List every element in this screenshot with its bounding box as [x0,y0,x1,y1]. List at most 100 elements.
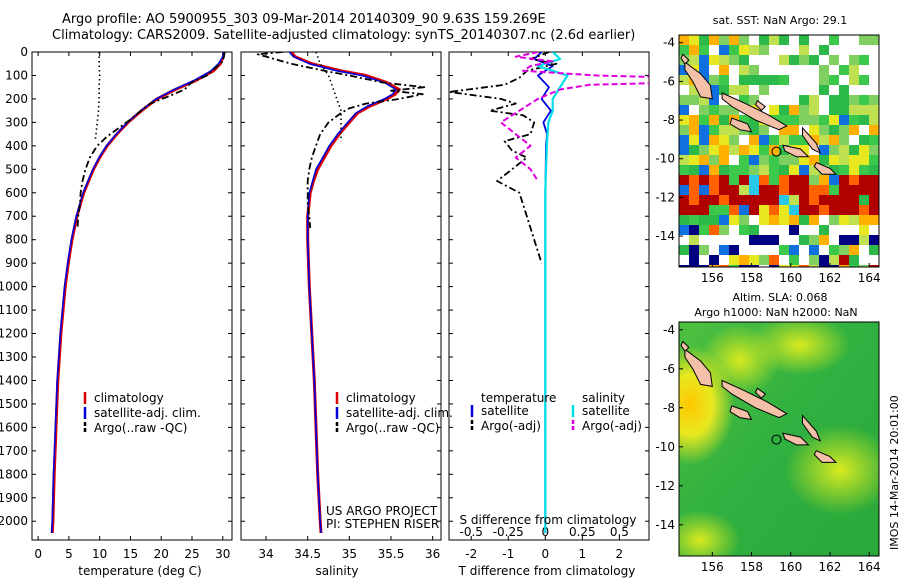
sst-cell [869,45,879,55]
sst-cell [779,265,789,267]
sst-cell [829,235,839,245]
sst-cell [869,235,879,245]
sst-cell [819,155,829,165]
island [754,387,767,399]
x-tick-label: -2 [465,547,477,561]
sst-cell [729,145,739,155]
sst-cell [829,135,839,145]
legend-label: satellite-adj. clim. [94,406,201,420]
legend-header-temperature: temperature [481,391,556,405]
sst-cell [729,265,739,267]
sst-cell [679,165,689,175]
sst-cell [779,105,789,115]
difference-series-temperature-satellite [533,52,554,533]
sst-cell [809,165,819,175]
sst-cell [699,125,709,135]
sst-cell [809,75,819,85]
sst-cell [789,75,799,85]
sst-cell [679,75,689,85]
sst-cell [819,95,829,105]
sst-cell [799,155,809,165]
sst-cell [849,105,859,115]
depth-tick-label: 1600 [0,420,28,434]
sst-cell [789,65,799,75]
sst-cell [689,235,699,245]
depth-tick-label: 900 [5,256,28,270]
x-tick-label: 35 [342,547,357,561]
sst-cell [699,95,709,105]
sst-cell [709,165,719,175]
sst-cell [869,215,879,225]
temperature-curves [50,52,226,534]
sst-cell [799,235,809,245]
sst-cell [699,245,709,255]
salinity-axes [240,51,442,541]
sst-cell [869,85,879,95]
sst-cell [749,75,759,85]
sst-cell [719,195,729,205]
sst-cell [839,245,849,255]
x-tick-label: 10 [92,547,107,561]
sst-cell [789,45,799,55]
sst-cell [819,85,829,95]
depth-tick-label: 1300 [0,350,28,364]
lon-tick-label: 156 [701,560,724,574]
difference-xlabel: T difference from climatology [458,564,636,578]
x-tick-label: 36 [425,547,440,561]
sst-cell [759,255,769,265]
sst-cell [739,115,749,125]
sst-cell [689,205,699,215]
sst-cell [769,205,779,215]
sst-cell [789,115,799,125]
sst-cell [759,205,769,215]
x-tick-label: 0 [541,547,549,561]
sst-cell [719,185,729,195]
sst-cell [859,75,869,85]
sst-cell [749,55,759,65]
sst-cell [829,125,839,135]
sst-cell [709,35,719,45]
sst-cell [709,155,719,165]
sst-cell [709,85,719,95]
depth-tick-label: 600 [5,186,28,200]
sst-cell [789,215,799,225]
sst-cell [809,235,819,245]
sst-cell [719,255,729,265]
legend-label: Argo(..raw -QC) [94,421,187,435]
sst-cell [719,135,729,145]
sst-cell [779,45,789,55]
island [782,432,810,446]
project-annotation-line1: US ARGO PROJECT [326,504,438,518]
sst-cell [859,245,869,255]
sst-cell [779,225,789,235]
depth-tick-label: 2000 [0,514,28,528]
sst-cell [719,245,729,255]
sst-cell [869,115,879,125]
lon-tick-label: 156 [701,271,724,285]
figure-title-line2: Climatology: CARS2009. Satellite-adjuste… [52,28,636,43]
sst-cell [759,225,769,235]
sst-cell [869,245,879,255]
sst-cell [729,155,739,165]
sst-cell [809,85,819,95]
sst-cell [729,225,739,235]
sst-cell [789,205,799,215]
sst-cell [829,205,839,215]
lat-tick-label: -6 [663,74,675,88]
sst-cell [699,265,709,267]
sst-cell [829,45,839,55]
temperature-axes [31,51,233,541]
sst-cell [759,75,769,85]
island [802,126,822,154]
salinity-series-satellite-adj-clim- [288,52,397,534]
sst-cell [679,95,689,105]
sst-cell [699,235,709,245]
lat-tick-label: -10 [655,152,675,166]
sst-cell [839,155,849,165]
sst-cell [809,195,819,205]
sst-cell [859,255,869,265]
sst-cell [809,175,819,185]
sst-cell [829,225,839,235]
sst-cell [679,235,689,245]
sst-cell [759,165,769,175]
